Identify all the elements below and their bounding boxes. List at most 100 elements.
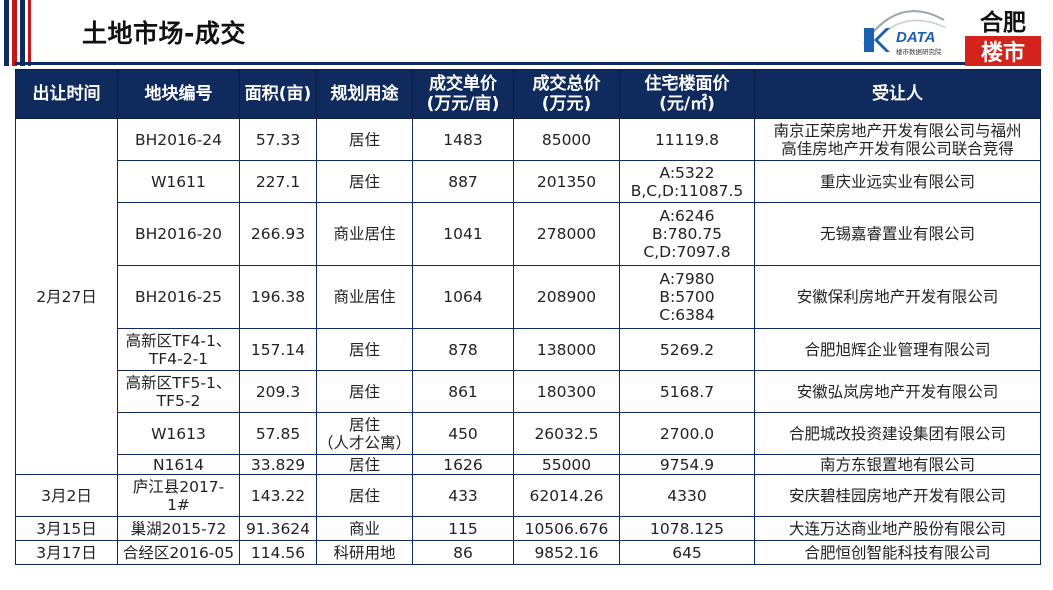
plot-id-cell: N1614 bbox=[117, 454, 240, 475]
buyer-cell: 合肥恒创智能科技有限公司 bbox=[754, 540, 1041, 565]
buyer-cell: 安庆碧桂园房地产开发有限公司 bbox=[754, 474, 1041, 517]
total-price-cell: 9852.16 bbox=[513, 540, 620, 565]
plot-id-cell-line: BH2016-24 bbox=[134, 130, 223, 149]
floor-price-cell-line: 9754.9 bbox=[659, 455, 715, 474]
plot-id-cell: BH2016-24 bbox=[117, 118, 240, 161]
use-cell: 科研用地 bbox=[316, 540, 413, 565]
total-price-cell: 26032.5 bbox=[513, 412, 620, 455]
unit-price-cell: 433 bbox=[412, 474, 514, 517]
area-cell: 196.38 bbox=[239, 265, 317, 329]
floor-price-cell: 1078.125 bbox=[619, 516, 755, 541]
use-cell-line: 商业 bbox=[348, 519, 380, 538]
use-cell-line: 居住 bbox=[348, 486, 380, 505]
total-price-cell: 55000 bbox=[513, 454, 620, 475]
floor-price-cell-line: 5269.2 bbox=[659, 340, 715, 359]
plot-id-cell-line: 庐江县2017- bbox=[132, 477, 225, 496]
table-row: 3月17日 合经区2016-05 114.56 科研用地 86 9852.16 645 合肥恒… bbox=[15, 540, 1041, 565]
title-underline bbox=[15, 62, 1040, 65]
plot-id-cell: 高新区TF5-1、 TF5-2 bbox=[117, 370, 240, 413]
header-text: 地块编号 bbox=[144, 84, 213, 104]
header-total-price: 成交总价 (万元) bbox=[513, 69, 620, 119]
buyer-cell: 无锡嘉睿置业有限公司 bbox=[754, 202, 1041, 266]
floor-price-cell-line: 5168.7 bbox=[659, 382, 715, 401]
area-cell: 114.56 bbox=[239, 540, 317, 565]
unit-price-cell: 887 bbox=[412, 160, 514, 203]
unit-price-cell: 1064 bbox=[412, 265, 514, 329]
use-cell-line: 居住 bbox=[348, 130, 380, 149]
buyer-cell: 大连万达商业地产股份有限公司 bbox=[754, 516, 1041, 541]
area-cell: 266.93 bbox=[239, 202, 317, 266]
header-unit-price: 成交单价 (万元/亩) bbox=[412, 69, 514, 119]
plot-id-cell: BH2016-25 bbox=[117, 265, 240, 329]
floor-price-cell: 4330 bbox=[619, 474, 755, 517]
floor-price-cell: A:7980 B:5700 C:6384 bbox=[619, 265, 755, 329]
area-cell: 209.3 bbox=[239, 370, 317, 413]
floor-price-cell-line: A:5322 bbox=[659, 163, 715, 182]
floor-price-cell-line: C:6384 bbox=[659, 306, 715, 324]
buyer-cell-line: 安徽弘岚房地产开发有限公司 bbox=[796, 382, 999, 401]
use-cell: 居住 bbox=[316, 370, 413, 413]
use-cell-line: 商业居住 bbox=[333, 225, 396, 243]
floor-price-cell-line: 1078.125 bbox=[650, 519, 724, 538]
plot-id-cell-line: TF5-2 bbox=[156, 391, 201, 410]
floor-price-cell: A:6246 B:780.75 C,D:7097.8 bbox=[619, 202, 755, 266]
unit-price-cell: 115 bbox=[412, 516, 514, 541]
buyer-cell-line: 合肥恒创智能科技有限公司 bbox=[804, 543, 991, 562]
use-cell: 居住 （人才公寓） bbox=[316, 412, 413, 455]
plot-id-cell-line: 高新区TF4-1、 bbox=[125, 331, 232, 350]
unit-price-cell: 450 bbox=[412, 412, 514, 455]
header-plot-id: 地块编号 bbox=[117, 69, 240, 119]
floor-price-cell-line: 11119.8 bbox=[654, 130, 720, 149]
plot-id-cell: W1613 bbox=[117, 412, 240, 455]
table-row: W1611 227.1 居住 887 201350 A:5322 B,C,D:11087.5… bbox=[16, 160, 1041, 203]
buyer-cell: 南方东银置地有限公司 bbox=[754, 454, 1041, 475]
unit-price-cell: 861 bbox=[412, 370, 514, 413]
use-cell-line: 居住 bbox=[348, 415, 380, 434]
plot-id-cell-line: 高新区TF5-1、 bbox=[125, 373, 232, 392]
header-area: 面积(亩) bbox=[239, 69, 317, 119]
header-text: 出让时间 bbox=[32, 84, 101, 104]
plot-id-cell-line: BH2016-20 bbox=[134, 225, 223, 243]
hefei-loushi-logo: 合肥 楼市 bbox=[965, 9, 1041, 66]
total-price-cell: 278000 bbox=[513, 202, 620, 266]
total-price-cell: 85000 bbox=[513, 118, 620, 161]
use-cell: 居住 bbox=[316, 160, 413, 203]
use-cell-line: 居住 bbox=[348, 455, 380, 474]
plot-id-cell: W1611 bbox=[117, 160, 240, 203]
total-price-cell: 208900 bbox=[513, 265, 620, 329]
plot-id-cell-line: 合经区2016-05 bbox=[122, 543, 235, 562]
total-price-cell: 180300 bbox=[513, 370, 620, 413]
use-cell: 商业居住 bbox=[316, 202, 413, 266]
floor-price-cell-line: A:6246 bbox=[659, 207, 715, 225]
floor-price-cell-line: C,D:7097.8 bbox=[643, 243, 731, 261]
buyer-cell: 合肥旭辉企业管理有限公司 bbox=[754, 328, 1041, 371]
floor-price-cell-line: B,C,D:11087.5 bbox=[630, 181, 744, 200]
header-use: 规划用途 bbox=[316, 69, 413, 119]
floor-price-cell: 5269.2 bbox=[619, 328, 755, 371]
buyer-cell-line: 南京正荣房地产开发有限公司与福州 bbox=[773, 121, 1022, 140]
use-cell: 居住 bbox=[316, 474, 413, 517]
buyer-cell-line: 大连万达商业地产股份有限公司 bbox=[788, 519, 1006, 538]
plot-id-cell-line: BH2016-25 bbox=[134, 288, 223, 306]
area-cell: 91.3624 bbox=[239, 516, 317, 541]
area-cell: 157.14 bbox=[239, 328, 317, 371]
logo-city-bottom: 楼市 bbox=[981, 40, 1025, 66]
page-title: 土地市场-成交 bbox=[82, 19, 246, 48]
header-text: 受让人 bbox=[872, 84, 923, 104]
buyer-cell-line: 安徽保利房地产开发有限公司 bbox=[796, 288, 999, 306]
buyer-cell-line: 高佳房地产开发有限公司联合竞得 bbox=[781, 139, 1014, 158]
header-text: (万元/亩) bbox=[426, 94, 500, 114]
header-text: 成交单价 bbox=[429, 74, 497, 94]
floor-price-cell: A:5322 B,C,D:11087.5 bbox=[619, 160, 755, 203]
table-row: BH2016-20 266.93 商业居住 1041 278000 A:6246 B:780… bbox=[16, 202, 1041, 266]
floor-price-cell-line: A:7980 bbox=[659, 270, 715, 288]
title-stripes bbox=[0, 0, 40, 66]
kdata-logo: DATA 楼市数据研究院 bbox=[863, 10, 947, 56]
use-cell: 商业 bbox=[316, 516, 413, 541]
plot-id-cell: 巢湖2015-72 bbox=[117, 516, 240, 541]
area-cell: 227.1 bbox=[239, 160, 317, 203]
buyer-cell: 合肥城改投资建设集团有限公司 bbox=[754, 412, 1041, 455]
table-row: W1613 57.85 居住 （人才公寓） 450 26032.5 2700.0 合肥城改投资… bbox=[16, 412, 1041, 455]
buyer-cell-line: 南方东银置地有限公司 bbox=[819, 455, 975, 474]
plot-id-cell: 高新区TF4-1、 TF4-2-1 bbox=[117, 328, 240, 371]
